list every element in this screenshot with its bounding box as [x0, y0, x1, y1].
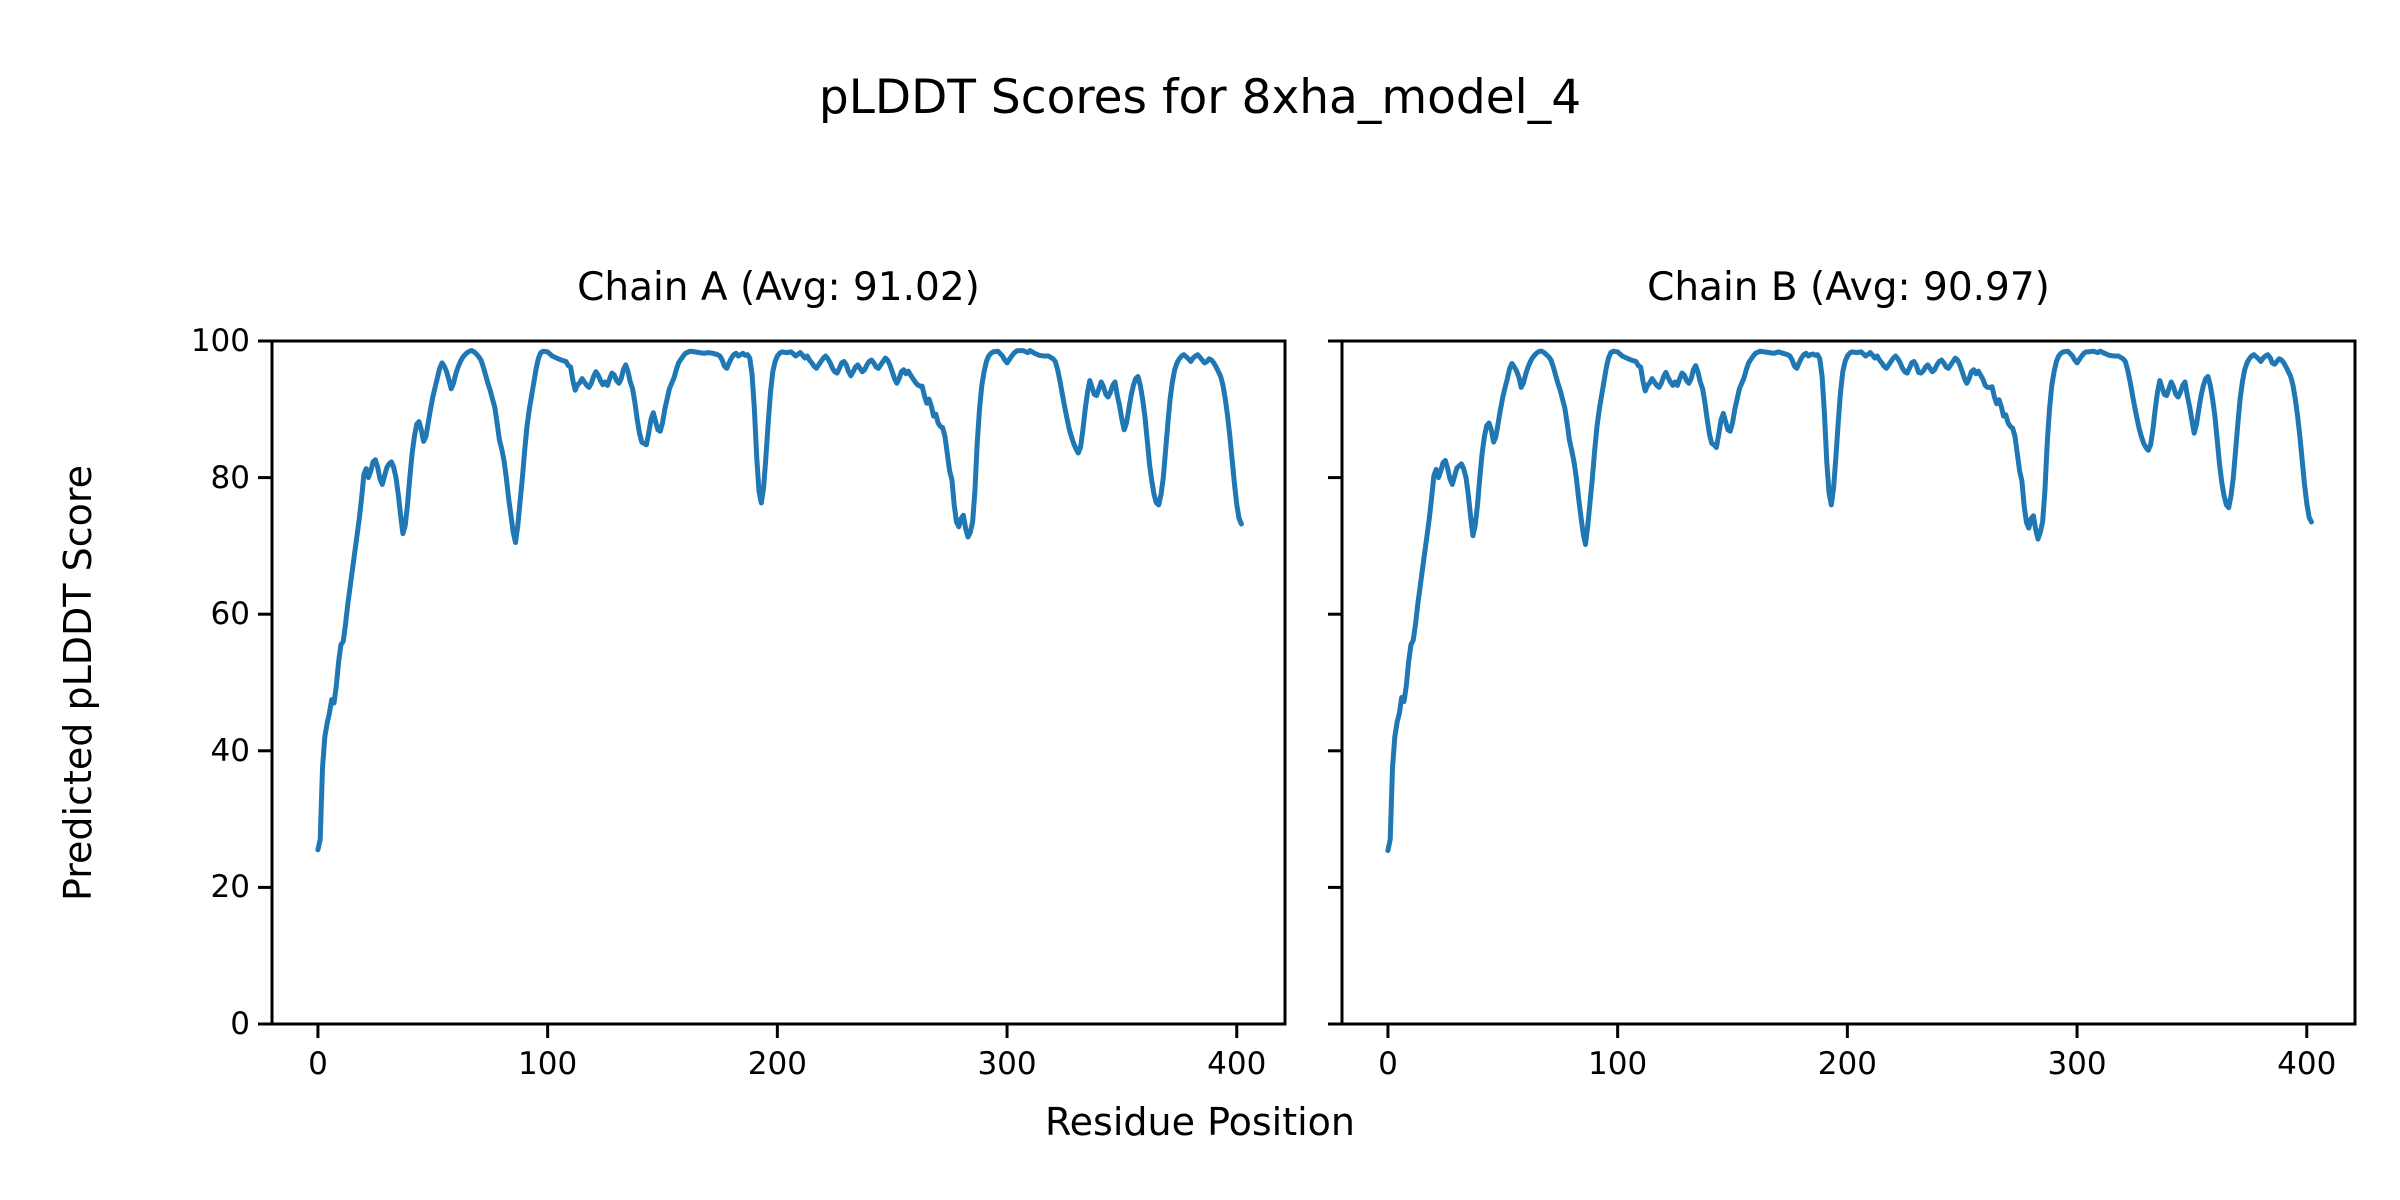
- subplot-title-chain-b: Chain B (Avg: 90.97): [1647, 265, 2050, 310]
- y-tick-label: 100: [190, 323, 250, 359]
- plddt-line-chain-a: [315, 348, 1244, 853]
- y-tick-label: 40: [210, 732, 250, 769]
- y-tick-label: 20: [210, 869, 250, 906]
- x-tick-label: 300: [977, 1046, 1037, 1082]
- x-tick-label: 100: [518, 1046, 578, 1082]
- x-tick-label: 0: [1378, 1046, 1398, 1082]
- x-tick-label: 0: [308, 1046, 328, 1082]
- figure-title: pLDDT Scores for 8xha_model_4: [818, 70, 1582, 125]
- x-tick-label: 200: [1817, 1046, 1877, 1082]
- y-tick-label: 60: [210, 596, 250, 633]
- x-tick-label: 300: [2047, 1046, 2107, 1082]
- x-tick-label: 400: [1207, 1046, 1267, 1082]
- x-tick-label: 400: [2277, 1046, 2337, 1082]
- x-tick-label: 200: [747, 1046, 807, 1082]
- y-tick-label: 0: [230, 1006, 250, 1042]
- x-axis-label: Residue Position: [1044, 1100, 1356, 1144]
- x-tick-label: 100: [1588, 1046, 1648, 1082]
- subplot-title-chain-a: Chain A (Avg: 91.02): [577, 265, 980, 310]
- plddt-line-chain-b: [1385, 348, 2314, 853]
- y-tick-label: 80: [210, 459, 250, 496]
- y-axis-label: Predicted pLDDT Score: [56, 465, 100, 901]
